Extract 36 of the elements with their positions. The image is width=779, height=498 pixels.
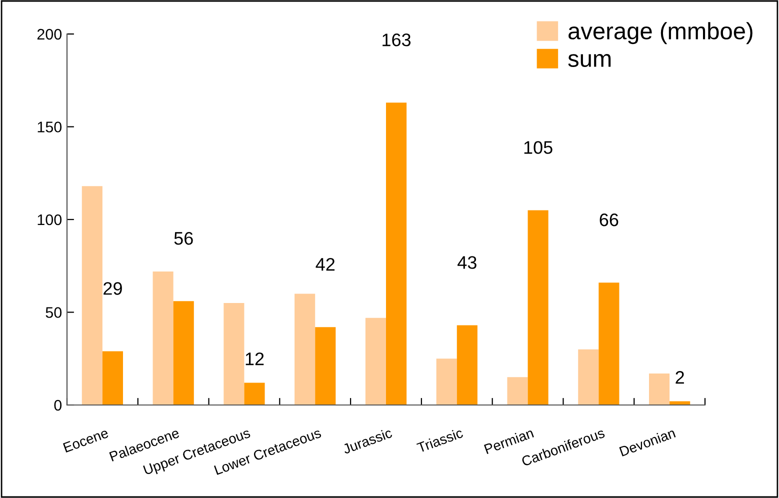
data-label: 56 xyxy=(174,232,193,245)
data-label: 163 xyxy=(382,34,411,46)
x-tick-label: Triassic xyxy=(416,427,464,453)
bar xyxy=(649,373,670,405)
bar xyxy=(173,301,194,405)
bar xyxy=(82,186,102,405)
data-label: 12 xyxy=(246,352,264,366)
y-tick-label: 0 xyxy=(54,400,62,411)
bar xyxy=(528,210,548,405)
x-tick-label: Eocene xyxy=(62,428,109,453)
data-label: 42 xyxy=(316,258,335,271)
legend-label: average (mmboe) xyxy=(568,22,752,44)
y-tick-label: 200 xyxy=(37,28,62,40)
bar xyxy=(598,282,620,405)
bar xyxy=(152,271,174,405)
bar xyxy=(436,358,457,405)
y-tick-label: 100 xyxy=(38,214,62,226)
bar xyxy=(244,382,265,405)
legend-label: sum xyxy=(568,54,611,67)
bar xyxy=(315,327,336,405)
bar xyxy=(456,325,478,405)
data-label: 66 xyxy=(600,213,618,226)
bar xyxy=(386,102,407,405)
bar xyxy=(102,351,123,405)
bar xyxy=(294,294,316,405)
y-tick-label: 150 xyxy=(38,122,62,132)
bar xyxy=(578,349,599,405)
bar xyxy=(365,318,386,405)
data-label: 43 xyxy=(458,256,476,269)
data-label: 105 xyxy=(524,141,552,154)
bar xyxy=(224,302,244,405)
bar xyxy=(507,377,528,405)
data-label: 29 xyxy=(104,282,122,295)
y-tick-label: 50 xyxy=(46,307,62,318)
x-tick-label: Jurassic xyxy=(342,427,393,454)
data-label: 2 xyxy=(676,371,684,384)
